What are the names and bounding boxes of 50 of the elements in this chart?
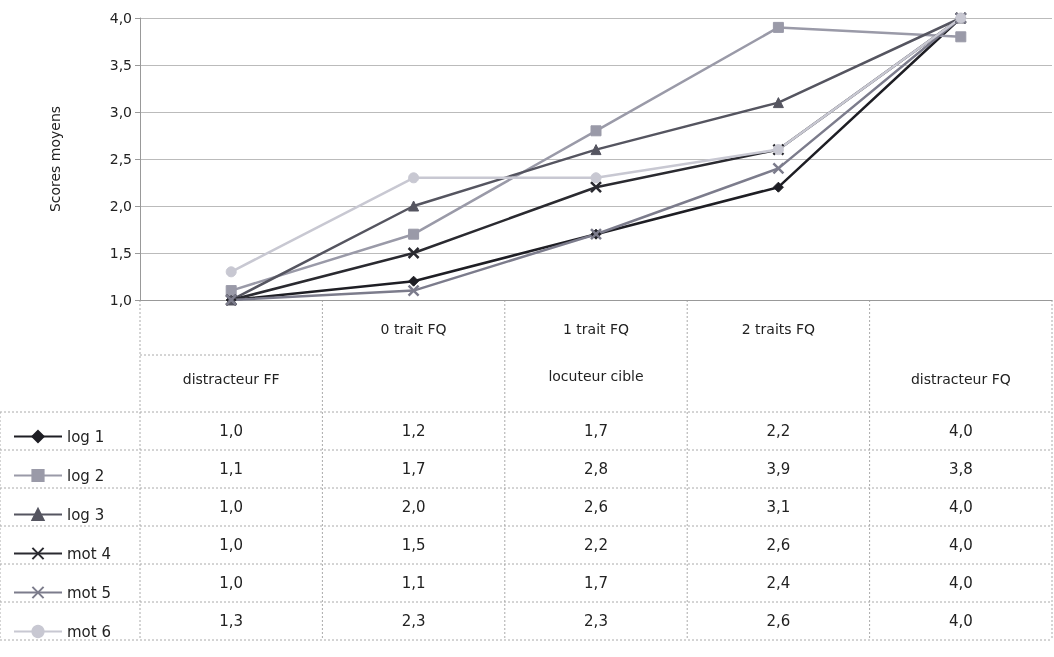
y-tick-label: 2,5 (109, 151, 132, 167)
legend-label: mot 5 (67, 583, 111, 602)
x-tick-label: 2 traits FQ (741, 321, 816, 337)
data-label: 3,1 (766, 498, 791, 516)
y-tick-label: 1,0 (109, 292, 132, 308)
legend-label: mot 4 (67, 544, 111, 563)
y-axis-title: Scores moyens (47, 105, 63, 213)
x-tick-label: 1 trait FQ (562, 321, 630, 337)
x-tick-label: distracteur FQ (910, 371, 1011, 387)
legend-label: mot 6 (67, 622, 111, 641)
text: locuteur cible (548, 368, 644, 384)
data-label: 1,7 (401, 460, 426, 478)
y-tick-label: 3,5 (109, 57, 132, 73)
data-label: 1,1 (219, 460, 244, 478)
data-label: 1,7 (584, 422, 608, 440)
legend-label: log 2 (67, 466, 105, 485)
data-label: 2,8 (584, 460, 608, 478)
data-label: 1,1 (401, 574, 426, 592)
data-label: 4,0 (948, 498, 973, 516)
y-tick-label: 4,0 (109, 10, 132, 26)
data-label: 1,7 (584, 574, 608, 592)
data-label: 2,0 (401, 498, 426, 516)
x-tick-label: 0 trait FQ (380, 321, 447, 337)
data-label: 2,3 (584, 612, 608, 630)
data-label: 3,8 (948, 460, 973, 478)
data-label: 4,0 (948, 422, 973, 440)
data-label: 2,3 (401, 612, 426, 630)
data-label: 2,6 (766, 536, 791, 554)
legend-label: log 1 (67, 427, 105, 446)
y-tick-label: 2,0 (109, 198, 132, 214)
data-label: 2,4 (766, 574, 791, 592)
data-label: 1,0 (219, 422, 244, 440)
data-label: 2,6 (766, 612, 791, 630)
data-label: 2,6 (584, 498, 608, 516)
legend-label: log 3 (67, 505, 105, 524)
data-label: 1,2 (401, 422, 426, 440)
data-label: 1,0 (219, 498, 244, 516)
data-label: 1,0 (219, 574, 244, 592)
data-label: 1,0 (219, 536, 244, 554)
data-label: 2,2 (584, 536, 608, 554)
x-tick-label: distracteur FF (182, 371, 280, 387)
data-label: 2,2 (766, 422, 791, 440)
data-label: 4,0 (948, 612, 973, 630)
data-label: 4,0 (948, 574, 973, 592)
y-tick-label: 3,0 (109, 104, 132, 120)
data-label: 1,3 (219, 612, 244, 630)
data-label: 1,5 (401, 536, 426, 554)
data-label: 3,9 (766, 460, 791, 478)
data-label: 4,0 (948, 536, 973, 554)
y-tick-label: 1,5 (109, 245, 132, 261)
